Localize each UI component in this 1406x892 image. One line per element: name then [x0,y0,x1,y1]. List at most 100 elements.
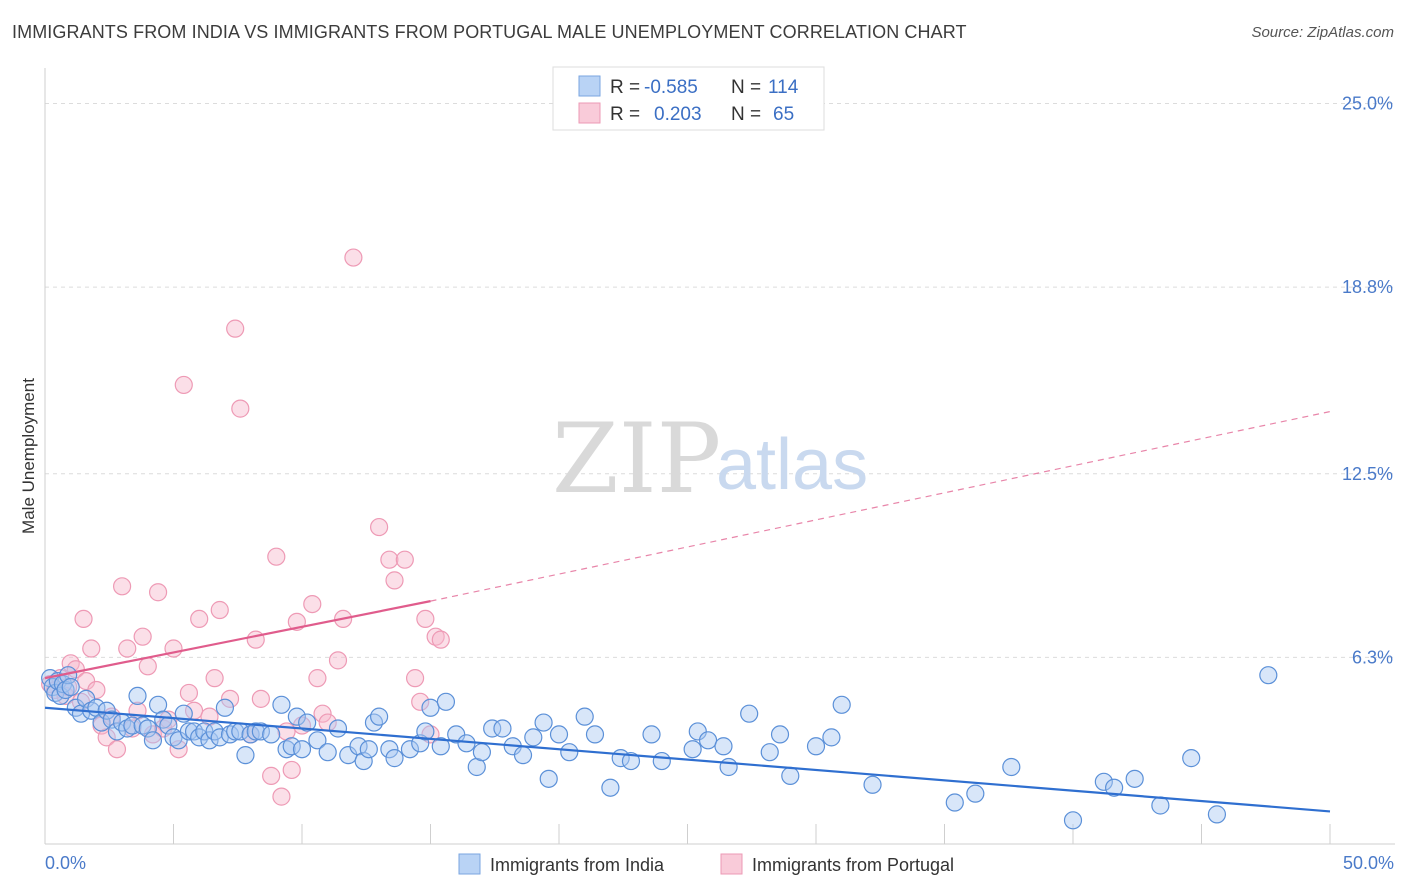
point-portugal [220,689,240,708]
point-portugal [61,654,80,673]
point-india [483,719,502,738]
point-india [370,707,389,726]
point-india [400,740,420,759]
point-india [195,722,214,741]
point-portugal [272,787,291,806]
point-portugal [328,651,348,670]
point-india [380,740,399,759]
point-portugal [262,766,281,785]
y-tick-label: 25.0% [1342,94,1393,114]
legend-n-value-portugal: 65 [773,104,794,125]
point-india [97,701,116,720]
y-tick-label: 18.8% [1342,277,1393,297]
bottom-legend-label-portugal: Immigrants from Portugal [752,855,954,875]
point-india [364,713,384,732]
point-india [298,713,317,732]
point-india [138,719,157,738]
point-india [549,725,569,744]
point-india [945,793,964,812]
point-india [164,728,183,747]
point-portugal [416,609,435,629]
point-india [539,769,558,788]
point-portugal [405,669,425,688]
watermark-atlas: atlas [716,425,868,505]
point-india [215,698,234,717]
source-credit: Source: ZipAtlas.com [1251,24,1394,41]
trend-line-india [44,706,1331,813]
point-portugal [174,375,193,395]
point-india [698,731,718,750]
point-portugal [226,319,245,338]
x-tick-label-min: 0.0% [45,853,86,873]
y-axis-title: Male Unemployment [19,378,38,534]
point-india [359,740,378,759]
point-portugal [159,710,178,729]
point-portugal [205,669,224,688]
point-india [210,728,229,747]
point-portugal [380,550,399,569]
point-india [184,722,204,741]
y-tick-label: 12.5% [1342,464,1393,484]
point-portugal [308,669,327,688]
point-india [179,722,199,741]
gridlines [45,103,1395,658]
point-india [714,737,733,756]
point-india [143,731,163,750]
point-india [770,725,790,744]
point-india [683,740,702,759]
point-india [133,716,152,735]
point-portugal [411,692,430,711]
point-india [308,731,327,750]
legend-n-label-portugal: N = [731,104,761,125]
bottom-legend-label-india: Immigrants from India [490,855,665,875]
point-india [1151,796,1170,815]
point-india [272,695,291,714]
point-portugal [112,577,132,596]
y-tick-label: 6.3% [1352,647,1393,667]
point-india [436,692,456,711]
point-india [277,740,296,759]
point-portugal [395,550,414,569]
point-india [822,728,841,747]
bottom-legend-swatch-portugal [720,853,743,875]
point-india [354,751,373,771]
point-portugal [426,627,445,646]
y-tick-labels: 6.3% 12.5% 18.8% 25.0% [1342,94,1393,668]
point-india [287,707,306,726]
point-india [781,766,800,785]
x-tick-label-max: 50.0% [1343,853,1394,873]
point-india [190,728,209,747]
point-india [740,704,759,723]
legend-r-label-portugal: R = [610,104,640,125]
point-india [524,728,543,747]
point-india [107,722,127,741]
point-india [118,719,137,738]
point-portugal [231,399,250,418]
point-india [652,751,671,771]
point-india [385,749,404,768]
point-india [806,737,826,756]
legend-n-label-india: N = [731,77,761,98]
point-india [246,722,265,741]
point-india [292,740,312,759]
point-india [416,722,435,741]
point-india [513,746,533,765]
point-india [560,743,579,762]
x-ticks [173,824,1331,844]
point-india [92,713,111,732]
point-india [719,757,738,777]
point-india [621,751,641,771]
point-india [123,716,142,735]
point-india [575,707,594,726]
legend-r-label-india: R = [610,77,640,98]
point-portugal [148,583,168,602]
point-india [205,722,224,741]
point-portugal [82,639,101,658]
axes [44,68,1395,845]
legend-swatch-india [578,75,601,97]
point-india [236,746,255,765]
legend-box: R = -0.585 N = 114 R = 0.203 N = 65 [552,66,825,131]
point-portugal [210,600,229,620]
point-india [1259,666,1278,685]
point-portugal [107,740,127,759]
